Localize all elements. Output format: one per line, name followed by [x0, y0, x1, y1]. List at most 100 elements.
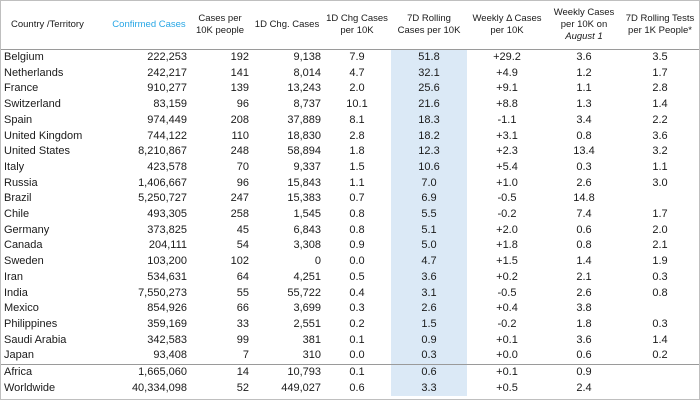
cell-chg1d: 2,551	[293, 317, 321, 330]
table-row[interactable]: Canada 204,111 54 3,308 0.9 5.0 +1.8 0.8 2.1	[1, 238, 699, 255]
cell-chg1d: 1,545	[293, 208, 321, 221]
cell-country: Sweden	[4, 255, 44, 268]
cell-per10k: 33	[236, 317, 249, 330]
cell-chg1d-per10k: 0.0	[349, 255, 365, 268]
cell-weekly-delta: +4.9	[496, 66, 518, 79]
cell-chg1d-per10k: 0.1	[323, 364, 391, 381]
table-row[interactable]: Switzerland 83,159 96 8,737 10.1 21.6 +8.8 1.3 1…	[1, 97, 699, 113]
cell-weekly-aug1: 0.3	[576, 160, 592, 173]
header-weekly-cases-date: August 1	[565, 31, 603, 42]
cell-tests: 1.7	[652, 66, 668, 79]
cell-chg1d: 55,722	[287, 286, 321, 299]
table-row[interactable]: Belgium 222,253 192 9,138 7.9 51.8 +29.2 3.6 3.5	[1, 49, 699, 66]
cell-confirmed: 103,200	[147, 255, 187, 268]
header-7d-rolling-tests[interactable]: 7D Rolling Tests per 1K People*	[621, 1, 699, 50]
table-row[interactable]: United States 8,210,867 248 58,894 1.8 12.3 +2…	[1, 144, 699, 160]
cell-confirmed: 854,926	[147, 302, 187, 315]
cell-per10k: 192	[230, 51, 249, 63]
cell-chg1d: 8,014	[293, 66, 321, 79]
header-confirmed-cases[interactable]: Confirmed Cases	[109, 1, 189, 50]
cell-weekly-aug1: 7.4	[576, 208, 592, 221]
cell-weekly-delta: +9.1	[496, 82, 518, 95]
header-cases-per-10k[interactable]: Cases per 10K people	[189, 1, 251, 50]
table-row[interactable]: Netherlands 242,217 141 8,014 4.7 32.1 +4.9 1.2…	[1, 65, 699, 82]
cell-tests: 3.6	[652, 129, 668, 142]
cell-chg1d-per10k: 0.5	[349, 270, 365, 283]
table-row[interactable]: Spain 974,449 208 37,889 8.1 18.3 -1.1 3.4 2.2	[1, 112, 699, 129]
cell-rolling7d: 3.1	[391, 285, 467, 302]
table-row[interactable]: United Kingdom 744,122 110 18,830 2.8 18.2 +3.…	[1, 128, 699, 145]
cell-weekly-delta: +0.0	[496, 349, 518, 362]
table-row[interactable]: Saudi Arabia 342,583 99 381 0.1 0.9 +0.1 3.6 1.4	[1, 332, 699, 349]
table-row[interactable]: Germany 373,825 45 6,843 0.8 5.1 +2.0 0.6 2.0	[1, 222, 699, 239]
cell-chg1d-per10k: 0.7	[349, 192, 365, 205]
table-row[interactable]: Italy 423,578 70 9,337 1.5 10.6 +5.4 0.3 1.1	[1, 159, 699, 176]
table-row[interactable]: Philippines 359,169 33 2,551 0.2 1.5 -0.2 1.8 0.…	[1, 316, 699, 333]
cell-tests	[621, 191, 699, 207]
cell-confirmed: 342,583	[147, 333, 187, 346]
cell-weekly-delta: +0.1	[496, 333, 518, 346]
table-row[interactable]: Russia 1,406,667 96 15,843 1.1 7.0 +1.0 2.6 3.0	[1, 175, 699, 192]
cell-per10k: 96	[236, 176, 249, 189]
cell-weekly-aug1: 2.6	[576, 176, 592, 189]
table-row[interactable]: France 910,277 139 13,243 2.0 25.6 +9.1 1.1 2.8	[1, 81, 699, 98]
cell-per10k: 52	[236, 381, 249, 394]
cell-rolling7d: 5.5	[391, 207, 467, 223]
header-weekly-cases-aug1[interactable]: Weekly Cases per 10K on August 1	[547, 1, 621, 50]
cell-chg1d: 449,027	[281, 381, 321, 394]
cell-tests	[621, 364, 699, 381]
cell-weekly-aug1: 0.8	[576, 129, 592, 142]
cell-per10k: 14	[189, 364, 251, 381]
table-body: Belgium 222,253 192 9,138 7.9 51.8 +29.2 3.6 3.5…	[1, 49, 699, 397]
table-row[interactable]: Japan 93,408 7 310 0.0 0.3 +0.0 0.6 0.2	[1, 348, 699, 365]
cell-confirmed: 83,159	[153, 98, 187, 111]
cell-chg1d-per10k: 0.3	[349, 302, 365, 315]
cell-per10k: 102	[230, 255, 249, 268]
cell-weekly-aug1: 0.6	[576, 223, 592, 236]
cell-tests: 3.5	[652, 51, 668, 63]
header-weekly-delta[interactable]: Weekly Δ Cases per 10K	[467, 1, 547, 50]
cell-confirmed: 5,250,727	[138, 192, 187, 205]
table-row[interactable]: Africa 1,665,060 14 10,793 0.1 0.6 +0.1 0.9	[1, 364, 699, 381]
cell-country: Chile	[4, 208, 30, 221]
header-1d-chg-cases[interactable]: 1D Chg. Cases	[251, 1, 323, 50]
cell-confirmed: 534,631	[147, 270, 187, 283]
header-1d-chg-per-10k[interactable]: 1D Chg Cases per 10K	[323, 1, 391, 50]
cell-rolling7d: 3.6	[391, 269, 467, 286]
header-weekly-cases-prefix: Weekly Cases per 10K on	[553, 7, 615, 30]
cell-chg1d-per10k: 0.0	[349, 349, 365, 362]
table-row[interactable]: Mexico 854,926 66 3,699 0.3 2.6 +0.4 3.8	[1, 301, 699, 317]
cell-weekly-aug1: 1.4	[576, 255, 592, 268]
cell-per10k: 139	[230, 82, 249, 95]
cell-chg1d: 15,843	[287, 176, 321, 189]
cell-chg1d-per10k: 0.8	[349, 223, 365, 236]
cell-weekly-delta: +0.2	[496, 270, 518, 283]
table-row[interactable]: Iran 534,631 64 4,251 0.5 3.6 +0.2 2.1 0.3	[1, 269, 699, 286]
table-row[interactable]: India 7,550,273 55 55,722 0.4 3.1 -0.5 2.6 0.8	[1, 285, 699, 302]
cell-rolling7d: 4.7	[391, 254, 467, 270]
header-7d-rolling[interactable]: 7D Rolling Cases per 10K	[391, 1, 467, 50]
cell-rolling7d: 5.0	[391, 238, 467, 255]
cell-chg1d: 9,138	[293, 51, 321, 63]
cell-weekly-delta: +5.4	[496, 160, 518, 173]
cell-chg1d-per10k: 2.0	[349, 82, 365, 95]
cell-chg1d: 3,699	[293, 302, 321, 315]
table-row[interactable]: Brazil 5,250,727 247 15,383 0.7 6.9 -0.5 14.8	[1, 191, 699, 208]
cell-chg1d: 0	[314, 255, 321, 268]
cell-tests: 0.3	[652, 317, 668, 330]
cell-weekly-aug1: 13.4	[573, 145, 595, 158]
header-country[interactable]: Country /Territory	[1, 1, 109, 50]
table-row[interactable]: Chile 493,305 258 1,545 0.8 5.5 -0.2 7.4 1.7	[1, 207, 699, 223]
table-row[interactable]: Worldwide 40,334,098 52 449,027 0.6 3.3 +0.5 2.…	[1, 380, 699, 397]
cell-rolling7d: 25.6	[391, 81, 467, 98]
cell-confirmed: 242,217	[147, 66, 187, 79]
cell-chg1d-per10k: 7.9	[349, 51, 365, 63]
cell-weekly-aug1: 1.1	[576, 82, 592, 95]
cell-confirmed: 744,122	[147, 129, 187, 142]
table-row[interactable]: Sweden 103,200 102 0 0.0 4.7 +1.5 1.4 1.9	[1, 254, 699, 270]
cell-country: United Kingdom	[4, 129, 83, 142]
cell-weekly-aug1: 3.4	[576, 113, 592, 126]
cell-weekly-aug1: 2.4	[576, 381, 592, 394]
cell-confirmed: 423,578	[147, 160, 187, 173]
